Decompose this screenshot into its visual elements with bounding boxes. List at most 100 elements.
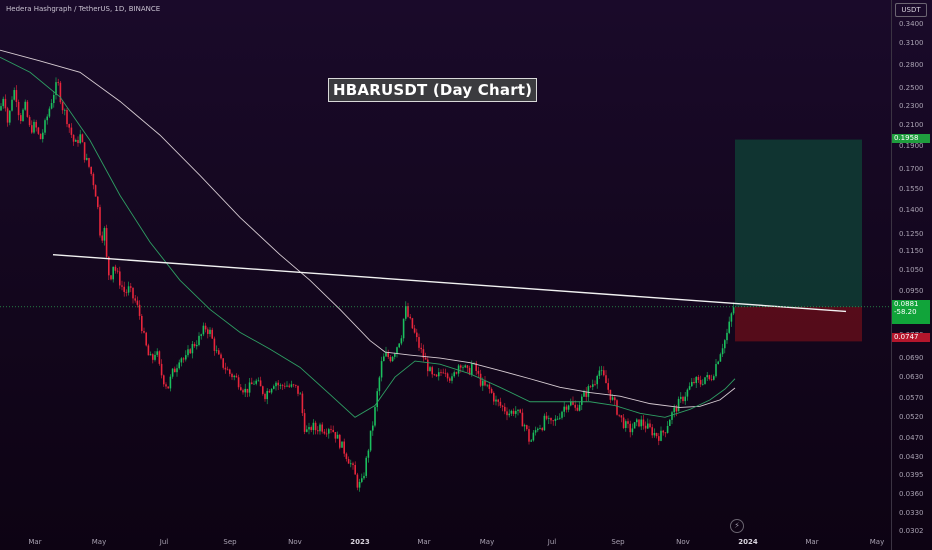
- lightning-icon[interactable]: ⚡: [730, 519, 744, 533]
- candle-body: [288, 385, 290, 387]
- candle: [633, 422, 636, 429]
- entry-label-background: [892, 300, 930, 324]
- candle-body: [372, 425, 374, 431]
- candle: [83, 142, 86, 163]
- candle-body: [257, 380, 260, 382]
- candle-body: [651, 427, 653, 436]
- candle: [231, 372, 233, 380]
- candle: [543, 413, 546, 432]
- candle-body: [314, 422, 317, 431]
- candle: [578, 401, 581, 412]
- candle: [449, 376, 451, 384]
- candle: [574, 400, 576, 411]
- chart-title-annotation[interactable]: HBARUSDT (Day Chart): [328, 78, 538, 102]
- candle-body: [4, 98, 7, 109]
- stop-price-label: 0.0747: [892, 333, 930, 342]
- candle: [352, 461, 354, 470]
- candle-body: [565, 406, 568, 410]
- candle-body: [312, 422, 315, 431]
- candle: [356, 472, 359, 491]
- candle: [655, 432, 658, 439]
- candle-body: [534, 430, 537, 433]
- y-tick-label: 0.0570: [899, 394, 924, 403]
- candle-body: [585, 391, 587, 397]
- candle-body: [486, 384, 488, 386]
- candle-body: [22, 109, 24, 121]
- candle: [440, 369, 442, 377]
- candle-body: [596, 375, 598, 385]
- candle: [86, 153, 88, 161]
- candle: [253, 380, 255, 385]
- x-tick-label: May: [479, 538, 495, 546]
- candle: [640, 415, 642, 431]
- candle: [277, 380, 279, 390]
- candle: [682, 395, 684, 404]
- candle: [312, 419, 315, 435]
- candle-body: [202, 325, 205, 335]
- candle-body: [116, 270, 119, 272]
- entry-price-label: 0.0881: [894, 300, 919, 308]
- candle-body: [572, 401, 574, 405]
- candle: [453, 370, 455, 378]
- candle-body: [270, 388, 273, 393]
- candle-body: [193, 344, 196, 347]
- candle: [499, 397, 502, 408]
- candle-body: [691, 381, 693, 387]
- candle-body: [420, 347, 422, 350]
- candle-body: [17, 101, 20, 116]
- slow-moving-average: [0, 49, 736, 408]
- candle: [88, 157, 90, 169]
- candle: [528, 425, 530, 445]
- y-tick-label: 0.3100: [899, 39, 924, 48]
- candle: [31, 120, 33, 134]
- candle-body: [134, 298, 136, 301]
- candle-body: [167, 386, 169, 389]
- candle: [486, 384, 488, 388]
- candle: [15, 85, 18, 108]
- candle: [200, 333, 202, 340]
- candle: [66, 108, 68, 128]
- candle-body: [422, 349, 425, 358]
- candle-body: [28, 116, 31, 126]
- price-axis[interactable]: [891, 0, 932, 550]
- x-tick-label: Nov: [676, 538, 690, 546]
- candle: [691, 377, 693, 387]
- candle-body: [200, 334, 202, 336]
- candle: [213, 336, 216, 356]
- candle: [90, 166, 92, 176]
- candle-body: [537, 428, 539, 431]
- candle: [92, 172, 95, 190]
- candle: [224, 362, 227, 374]
- candle-body: [482, 380, 484, 386]
- candle-body: [457, 365, 460, 374]
- candle-body: [158, 351, 161, 364]
- candle: [669, 418, 671, 426]
- candle-body: [178, 362, 180, 369]
- candle: [642, 414, 645, 430]
- candle-body: [396, 347, 398, 354]
- currency-button[interactable]: USDT: [895, 3, 927, 17]
- candle: [136, 296, 139, 308]
- candle-body: [693, 381, 695, 384]
- candle: [405, 301, 407, 321]
- candle-body: [332, 429, 334, 433]
- candle: [297, 385, 299, 397]
- candle-body: [213, 338, 216, 351]
- candle: [53, 91, 55, 108]
- candle-body: [530, 440, 532, 442]
- candle-body: [550, 417, 552, 421]
- candle: [638, 419, 640, 428]
- candle: [347, 456, 350, 464]
- candle: [671, 410, 673, 425]
- candle: [79, 129, 81, 145]
- candle-body: [46, 116, 48, 121]
- symbol-info[interactable]: Hedera Hashgraph / TetherUS, 1D, BINANCE: [6, 5, 161, 13]
- candle-body: [697, 377, 700, 381]
- candle: [603, 366, 605, 377]
- candle: [662, 429, 664, 436]
- candle-body: [506, 411, 508, 416]
- candle: [554, 415, 557, 426]
- candle-body: [713, 376, 715, 380]
- candle-body: [290, 384, 293, 387]
